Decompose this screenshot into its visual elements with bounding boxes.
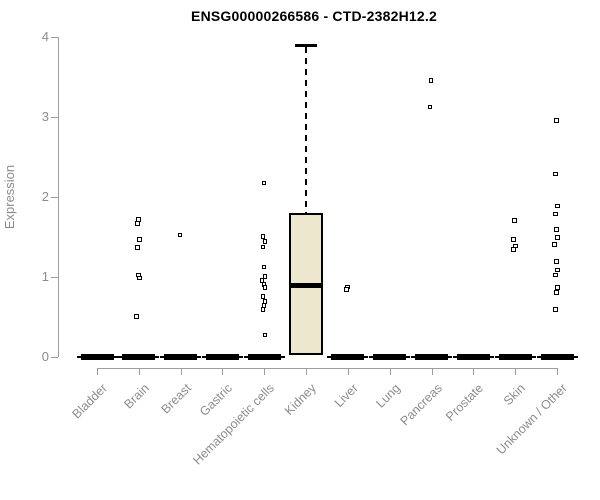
data-point: [262, 274, 268, 279]
data-point: [554, 227, 559, 232]
data-point: [512, 218, 517, 223]
data-point: [134, 314, 139, 319]
collapsed-box: [205, 354, 239, 360]
data-point: [344, 287, 349, 292]
data-point: [427, 104, 433, 110]
y-tick-label: 1: [41, 269, 49, 284]
upper-whisker-cap: [295, 44, 318, 47]
x-axis-tick: [138, 368, 140, 375]
data-point: [137, 275, 142, 281]
y-tick-label: 2: [41, 189, 49, 204]
data-point: [137, 237, 142, 242]
collapsed-box: [164, 354, 198, 360]
data-point: [261, 264, 267, 270]
data-point: [260, 307, 266, 312]
data-point: [554, 290, 559, 295]
data-point: [428, 78, 434, 83]
data-point: [260, 244, 266, 250]
y-axis-tick: [51, 37, 58, 38]
data-point: [262, 332, 268, 338]
data-point: [262, 285, 268, 290]
collapsed-box: [540, 354, 574, 360]
data-point: [555, 267, 560, 273]
collapsed-box: [498, 354, 532, 360]
y-axis-tick: [51, 357, 58, 358]
x-axis-tick: [264, 368, 266, 375]
x-category-label: Unknown / Other: [493, 381, 570, 458]
x-axis-tick: [431, 368, 433, 375]
data-point: [553, 272, 558, 278]
upper-whisker: [305, 47, 308, 213]
y-tick-label: 0: [41, 349, 49, 364]
collapsed-box: [415, 354, 449, 360]
collapsed-box: [122, 354, 156, 360]
x-axis-tick: [306, 368, 308, 375]
data-point: [554, 259, 559, 264]
collapsed-box: [456, 354, 490, 360]
data-point: [554, 118, 559, 123]
x-axis-tick: [222, 368, 224, 375]
data-point: [555, 235, 560, 240]
x-axis-tick: [473, 368, 475, 375]
collapsed-box: [247, 354, 281, 360]
collapsed-box: [80, 354, 114, 360]
y-axis-tick: [51, 117, 58, 118]
data-point: [260, 234, 266, 239]
collapsed-box: [373, 354, 407, 360]
x-axis-tick: [389, 368, 391, 375]
data-point: [555, 285, 560, 290]
data-point: [553, 307, 558, 312]
collapsed-box: [331, 354, 365, 360]
data-point: [552, 242, 557, 247]
x-axis-tick: [557, 368, 559, 375]
x-axis-tick: [347, 368, 349, 375]
y-tick-label: 4: [41, 29, 49, 44]
data-point: [135, 221, 140, 226]
data-point: [555, 203, 560, 209]
median-line: [289, 282, 324, 288]
data-point: [553, 211, 558, 217]
chart-title: ENSG00000266586 - CTD-2382H12.2: [191, 8, 437, 24]
data-point: [511, 237, 516, 242]
y-axis-tick: [51, 197, 58, 198]
x-axis-tick: [180, 368, 182, 375]
x-axis-line: [97, 368, 558, 369]
y-tick-label: 3: [41, 109, 49, 124]
y-axis-tick: [51, 277, 58, 278]
data-point: [135, 245, 140, 250]
data-point: [177, 232, 183, 238]
x-axis-tick: [515, 368, 517, 375]
data-point: [553, 171, 558, 177]
x-axis-tick: [97, 368, 98, 375]
y-axis-line: [58, 37, 59, 357]
data-point: [511, 247, 516, 252]
data-point: [261, 180, 267, 186]
data-point: [260, 294, 266, 299]
data-point: [262, 239, 268, 244]
